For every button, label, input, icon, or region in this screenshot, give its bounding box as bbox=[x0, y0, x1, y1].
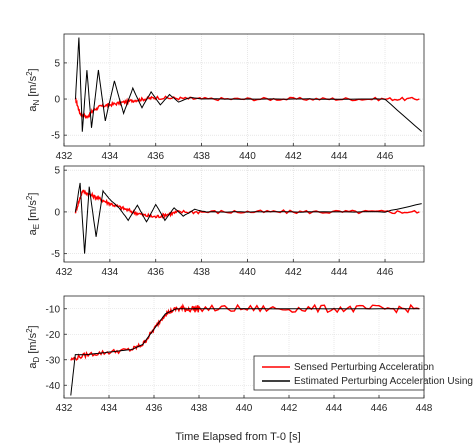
series-line-estimated bbox=[75, 182, 422, 254]
legend: Sensed Perturbing Acceleration Estimated… bbox=[253, 355, 474, 391]
subplot-north: 432 434 436 438 440 442 444 446 5 0 -5 aN [m/s2] bbox=[25, 33, 425, 162]
x-tick-label: 436 bbox=[147, 267, 164, 278]
plot-area bbox=[64, 34, 424, 146]
x-tick-label: 432 bbox=[56, 267, 73, 278]
x-tick-label: 444 bbox=[331, 151, 348, 162]
x-tick-label: 442 bbox=[281, 403, 298, 414]
x-axis-label: Time Elapsed from T-0 [s] bbox=[175, 431, 300, 443]
x-tick-label: 446 bbox=[377, 151, 394, 162]
x-tick-label: 434 bbox=[102, 267, 119, 278]
y-tick-label: 0 bbox=[54, 207, 60, 218]
series-line-estimated bbox=[70, 308, 420, 396]
x-tick-label: 440 bbox=[236, 403, 253, 414]
x-tick-label: 432 bbox=[56, 403, 73, 414]
legend-label-sensed: Sensed Perturbing Acceleration bbox=[294, 362, 434, 373]
subplot-down: 432 434 436 438 440 442 444 446 448 -10 -20 -30 -40 a… bbox=[25, 295, 433, 414]
y-tick-label: -30 bbox=[46, 355, 61, 366]
axes-frame bbox=[63, 295, 425, 399]
x-tick-label: 434 bbox=[102, 151, 119, 162]
axes-frame bbox=[63, 165, 425, 263]
y-tick-label: 5 bbox=[54, 58, 60, 69]
x-tick-label: 442 bbox=[285, 267, 302, 278]
y-axis-label: aD [m/s2] bbox=[25, 325, 41, 368]
x-tick-label: 444 bbox=[331, 267, 348, 278]
x-tick-label: 448 bbox=[416, 403, 433, 414]
plot-area bbox=[64, 166, 424, 262]
legend-label-estimated: Estimated Perturbing Acceleration Using … bbox=[294, 376, 474, 387]
legend-box bbox=[253, 355, 425, 391]
x-tick-label: 432 bbox=[56, 151, 73, 162]
x-tick-label: 438 bbox=[193, 151, 210, 162]
x-tick-label: 436 bbox=[146, 403, 163, 414]
x-tick-label: 436 bbox=[147, 151, 164, 162]
x-tick-label: 434 bbox=[101, 403, 118, 414]
y-axis-label: aN [m/s2] bbox=[25, 68, 41, 111]
x-tick-label: 438 bbox=[193, 267, 210, 278]
series-line-sensed bbox=[74, 189, 420, 219]
x-tick-label: 440 bbox=[239, 151, 256, 162]
x-tick-label: 442 bbox=[285, 151, 302, 162]
y-tick-label: 0 bbox=[54, 95, 60, 106]
y-tick-label: -10 bbox=[46, 304, 61, 315]
y-tick-label: -5 bbox=[51, 249, 60, 260]
x-tick-label: 444 bbox=[326, 403, 343, 414]
y-tick-label: -20 bbox=[46, 330, 61, 341]
x-tick-label: 440 bbox=[239, 267, 256, 278]
series-line-estimated bbox=[75, 37, 423, 132]
y-axis-label: aE [m/s2] bbox=[25, 193, 41, 236]
y-tick-label: -40 bbox=[46, 381, 61, 392]
y-tick-label: -5 bbox=[51, 131, 60, 142]
x-tick-label: 446 bbox=[371, 403, 388, 414]
x-tick-label: 446 bbox=[377, 267, 394, 278]
axes-frame bbox=[63, 33, 425, 147]
y-tick-label: 5 bbox=[54, 166, 60, 177]
x-tick-label: 438 bbox=[191, 403, 208, 414]
subplot-east: 432 434 436 438 440 442 444 446 5 0 -5 aE [m/s2] bbox=[25, 165, 425, 278]
